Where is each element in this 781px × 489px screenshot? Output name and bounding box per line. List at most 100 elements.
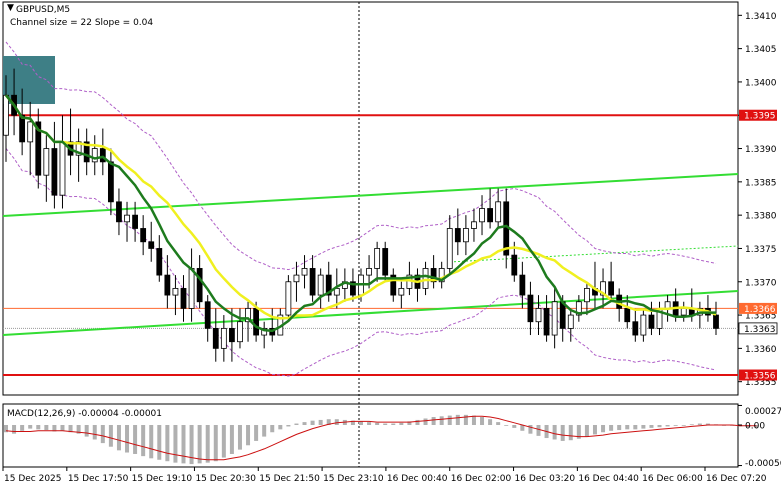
candle-body	[99, 148, 106, 163]
candle-body	[43, 148, 50, 176]
macd-bar	[399, 422, 404, 425]
macd-bar	[512, 425, 517, 428]
macd-bar	[310, 420, 315, 425]
macd-tick-label: 0.00	[745, 422, 765, 432]
price-tick-label: 1.3400	[745, 78, 777, 88]
macd-histogram	[4, 414, 759, 465]
macd-bar	[229, 425, 234, 454]
macd-bar	[84, 425, 89, 437]
macd-bar	[326, 419, 331, 425]
macd-bar	[528, 425, 533, 434]
macd-bar	[705, 423, 710, 425]
price-tick-label: 1.3360	[745, 345, 777, 355]
time-tick-label: 15 Dec 17:50	[68, 474, 129, 484]
candle-body	[188, 268, 195, 309]
macd-bar	[52, 425, 57, 432]
macd-bar	[657, 425, 662, 428]
candle-body	[261, 327, 268, 336]
macd-bar	[334, 419, 339, 425]
slow-moving-average	[5, 94, 717, 320]
macd-bar	[754, 425, 759, 428]
macd-bar	[286, 425, 291, 427]
candle-body	[156, 248, 163, 276]
support-price-box: 1.3356	[739, 369, 777, 382]
macd-bar	[20, 425, 25, 431]
lower-band	[5, 148, 717, 377]
macd-bar	[157, 425, 162, 460]
time-tick-label: 16 Dec 03:20	[515, 474, 576, 484]
candle-body	[471, 221, 477, 229]
candle-body	[495, 201, 502, 223]
candle-body	[75, 141, 82, 156]
macd-bar	[60, 425, 65, 431]
fast-moving-average	[5, 94, 716, 333]
macd-bar	[576, 425, 581, 439]
candle-body	[59, 141, 66, 196]
macd-bar	[318, 419, 323, 425]
macd-bar	[262, 425, 267, 437]
candle-body	[511, 254, 518, 276]
candle-body	[333, 288, 340, 296]
chart-dropdown-icon[interactable]: ▼	[7, 3, 14, 13]
price-tick-label: 1.3410	[745, 12, 777, 22]
candle-body	[430, 268, 437, 283]
candle-body	[624, 308, 631, 323]
candle-body	[640, 314, 647, 336]
candle-body	[422, 268, 429, 289]
macd-bar	[383, 423, 388, 425]
candle-body	[212, 327, 219, 349]
time-tick-label: 15 Dec 21:50	[259, 474, 320, 484]
candle-body	[237, 321, 243, 343]
macd-bar	[246, 425, 251, 446]
macd-bar	[649, 425, 654, 428]
candle-body	[83, 141, 90, 163]
macd-bar	[439, 416, 444, 425]
candle-body	[107, 161, 114, 203]
macd-bar	[455, 414, 460, 425]
macd-bar	[447, 415, 452, 425]
candle-body	[245, 308, 251, 323]
macd-label: MACD(12,26,9) -0.00004 -0.00001	[7, 409, 162, 419]
candle-body	[3, 94, 9, 136]
candle-body	[309, 268, 316, 296]
candle-body	[438, 268, 445, 283]
macd-bar	[237, 425, 242, 450]
macd-bar	[278, 425, 283, 430]
time-tick-label: 16 Dec 00:40	[387, 474, 448, 484]
macd-bar	[471, 415, 476, 425]
macd-bar	[584, 425, 589, 437]
candle-body	[608, 281, 615, 296]
candle-body	[382, 248, 389, 276]
macd-bar	[205, 425, 210, 463]
macd-bar	[407, 421, 412, 425]
macd-bar	[141, 425, 146, 457]
candle-body	[35, 121, 42, 176]
macd-bar	[221, 425, 226, 458]
macd-bar	[504, 425, 509, 426]
candle-body	[390, 274, 397, 296]
macd-bar	[641, 425, 646, 429]
time-tick-label: 16 Dec 07:20	[706, 474, 767, 484]
candle-body	[543, 308, 550, 336]
candle-body	[293, 274, 300, 283]
macd-tick-label: 0.00027	[745, 407, 781, 417]
candle-body	[713, 314, 719, 329]
macd-bar	[197, 425, 202, 464]
macd-bar	[568, 425, 573, 441]
macd-signal-line	[5, 415, 757, 461]
macd-bar	[560, 425, 565, 441]
macd-bar	[617, 425, 622, 431]
macd-bar	[367, 422, 372, 425]
candle-body	[366, 268, 372, 276]
macd-bar	[92, 425, 97, 440]
candle-body	[551, 301, 558, 336]
macd-bar	[681, 425, 686, 426]
candle-body	[454, 228, 461, 243]
candle-body	[519, 274, 526, 296]
indicator-label: Channel size = 22 Slope = 0.04	[10, 18, 153, 28]
macd-bar	[625, 425, 630, 430]
candle-body	[462, 228, 469, 243]
macd-bar	[609, 425, 614, 431]
macd-tick-label: -0.00056	[745, 459, 781, 469]
